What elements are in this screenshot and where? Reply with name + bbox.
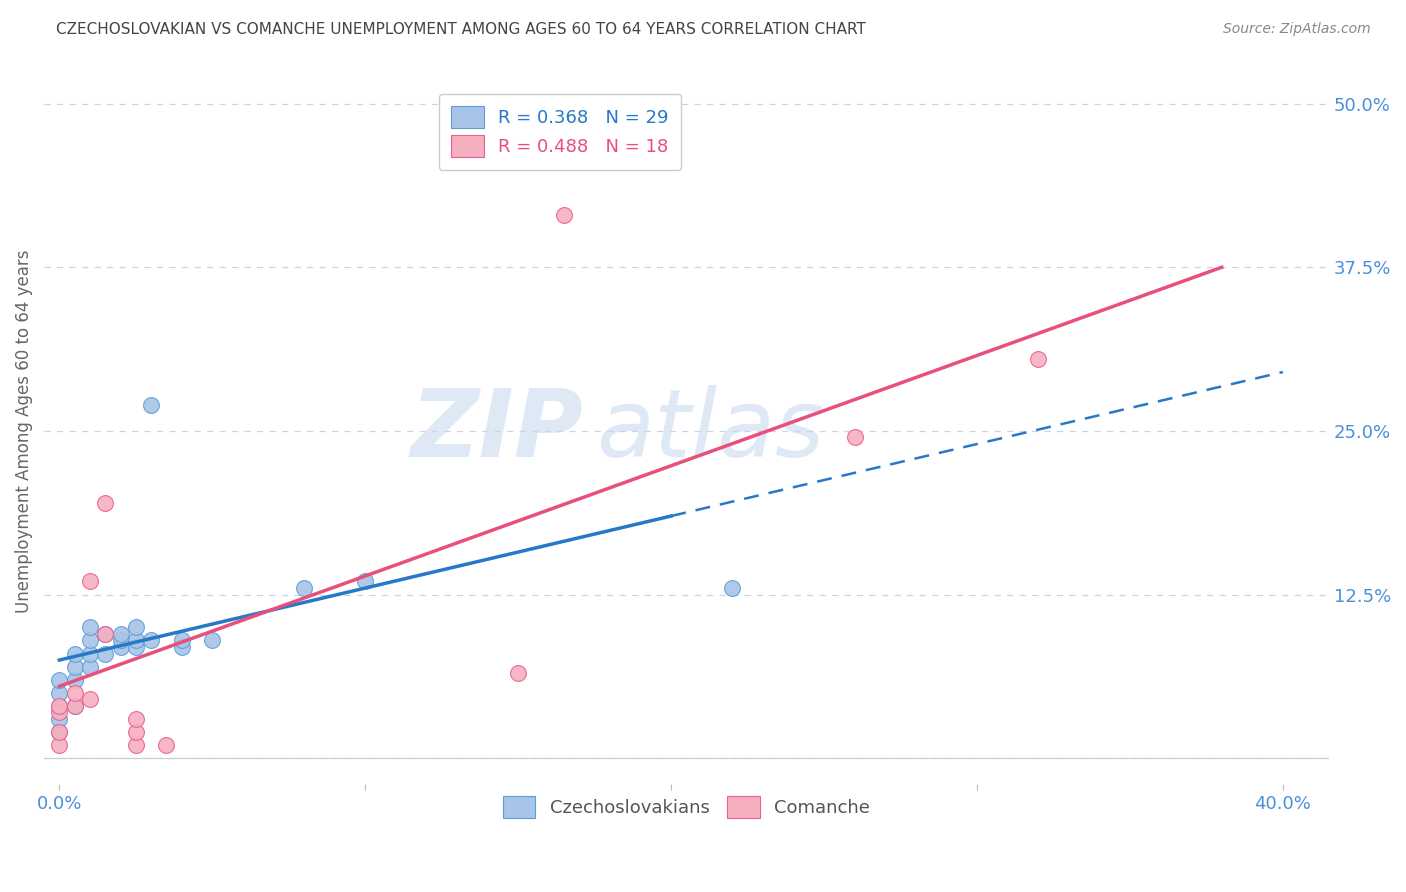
Point xyxy=(48,698,70,713)
Point xyxy=(141,633,163,648)
Point xyxy=(1026,351,1049,366)
Point xyxy=(170,640,193,654)
Point xyxy=(110,640,132,654)
Point xyxy=(63,659,86,673)
Point xyxy=(48,706,70,720)
Point xyxy=(79,647,101,661)
Point xyxy=(94,647,117,661)
Point xyxy=(48,686,70,700)
Point xyxy=(63,698,86,713)
Text: ZIP: ZIP xyxy=(411,385,583,477)
Point xyxy=(63,698,86,713)
Point xyxy=(553,208,575,222)
Point xyxy=(292,581,315,595)
Point xyxy=(48,725,70,739)
Text: atlas: atlas xyxy=(596,385,825,476)
Point xyxy=(48,725,70,739)
Point xyxy=(508,666,530,681)
Point xyxy=(170,633,193,648)
Point xyxy=(125,725,148,739)
Point xyxy=(354,574,377,589)
Point xyxy=(48,698,70,713)
Point xyxy=(79,633,101,648)
Point xyxy=(79,692,101,706)
Point xyxy=(141,398,163,412)
Point xyxy=(125,620,148,634)
Point xyxy=(125,633,148,648)
Point xyxy=(63,647,86,661)
Point xyxy=(155,738,177,752)
Point xyxy=(94,627,117,641)
Point xyxy=(844,430,866,444)
Point xyxy=(125,640,148,654)
Point xyxy=(110,633,132,648)
Text: Source: ZipAtlas.com: Source: ZipAtlas.com xyxy=(1223,22,1371,37)
Point xyxy=(63,673,86,687)
Point xyxy=(63,686,86,700)
Point xyxy=(721,581,744,595)
Point xyxy=(110,627,132,641)
Point xyxy=(201,633,224,648)
Point xyxy=(94,627,117,641)
Y-axis label: Unemployment Among Ages 60 to 64 years: Unemployment Among Ages 60 to 64 years xyxy=(15,249,32,613)
Point xyxy=(48,712,70,726)
Point xyxy=(94,496,117,510)
Point xyxy=(125,738,148,752)
Point xyxy=(48,673,70,687)
Point xyxy=(125,712,148,726)
Point xyxy=(79,574,101,589)
Point xyxy=(79,659,101,673)
Point xyxy=(79,620,101,634)
Point xyxy=(48,738,70,752)
Text: CZECHOSLOVAKIAN VS COMANCHE UNEMPLOYMENT AMONG AGES 60 TO 64 YEARS CORRELATION C: CZECHOSLOVAKIAN VS COMANCHE UNEMPLOYMENT… xyxy=(56,22,866,37)
Legend: Czechoslovakians, Comanche: Czechoslovakians, Comanche xyxy=(495,789,877,825)
